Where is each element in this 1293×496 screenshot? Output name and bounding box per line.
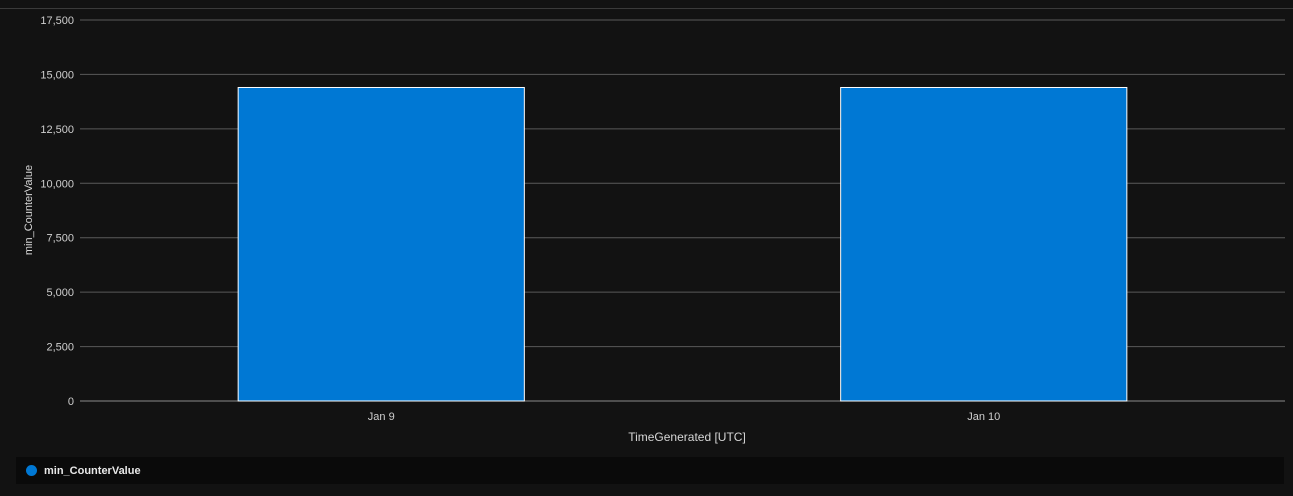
- bar[interactable]: [840, 86, 1128, 402]
- y-tick-label: 0: [68, 396, 74, 408]
- legend-item-label: min_CounterValue: [44, 464, 141, 477]
- x-tick-label: Jan 10: [967, 411, 1000, 423]
- y-tick-label: 10,000: [40, 178, 74, 190]
- chart-top-border: [0, 8, 1293, 9]
- y-tick-label: 2,500: [46, 342, 74, 354]
- bar[interactable]: [237, 86, 525, 402]
- x-axis-ticks: Jan 9 Jan 10: [368, 411, 1000, 423]
- bars: [237, 86, 1128, 402]
- legend: min_CounterValue: [16, 457, 1284, 484]
- y-tick-label: 12,500: [40, 124, 74, 136]
- y-axis-title: min_CounterValue: [23, 165, 35, 255]
- legend-series-dot-icon: [26, 465, 37, 476]
- x-axis-title: TimeGenerated [UTC]: [628, 430, 746, 444]
- y-tick-label: 17,500: [40, 15, 74, 27]
- y-tick-label: 15,000: [40, 69, 74, 81]
- x-tick-label: Jan 9: [368, 411, 395, 423]
- bar-chart: 0 2,500 5,000 7,500 10,000 12,500 15,000 17,500…: [23, 15, 1285, 444]
- legend-item-min-countervalue[interactable]: min_CounterValue: [26, 465, 141, 477]
- y-tick-label: 5,000: [46, 287, 74, 299]
- y-axis-ticks: 0 2,500 5,000 7,500 10,000 12,500 15,000 17,500: [40, 15, 74, 408]
- y-tick-label: 7,500: [46, 233, 74, 245]
